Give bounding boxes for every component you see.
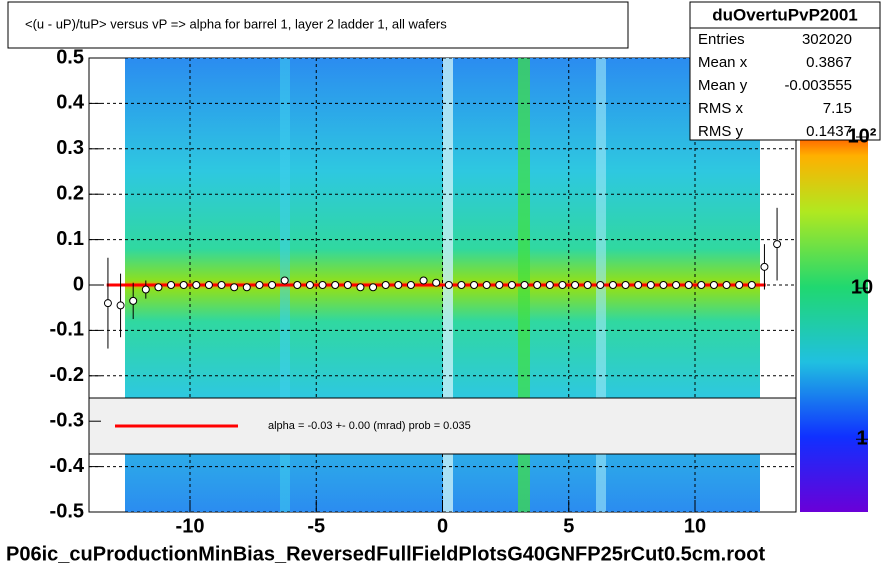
y-tick-label: 0.4: [56, 92, 85, 114]
profile-point: [495, 281, 504, 289]
profile-point: [571, 281, 580, 289]
stats-label: Entries: [698, 31, 745, 48]
profile-point: [280, 276, 289, 285]
title-box: [7, 1, 629, 49]
y-tick-label: -0.4: [50, 455, 85, 477]
profile-point: [116, 301, 125, 310]
stats-name: duOvertuPvP2001: [712, 5, 858, 24]
profile-point: [217, 281, 226, 289]
color-palette: [800, 137, 868, 512]
profile-point: [268, 281, 277, 289]
y-tick-label: -0.1: [50, 319, 84, 341]
y-tick-label: 0.2: [56, 182, 84, 204]
y-tick-label: 0.5: [56, 46, 84, 68]
profile-point: [735, 281, 744, 289]
z-tick-label: 1: [856, 428, 867, 450]
profile-point: [646, 281, 655, 289]
stats-label: RMS y: [698, 123, 744, 140]
profile-point: [520, 281, 529, 289]
profile-point: [545, 281, 554, 289]
profile-point: [747, 281, 756, 289]
profile-point: [533, 281, 542, 289]
profile-point: [672, 281, 681, 289]
x-tick-label: 5: [563, 515, 574, 537]
profile-point: [558, 281, 567, 289]
profile-point: [129, 296, 138, 305]
x-tick-label: 10: [684, 515, 706, 537]
profile-point: [318, 281, 327, 289]
stats-value: 302020: [802, 31, 852, 48]
stats-value: 0.1437: [806, 123, 852, 140]
profile-point: [154, 283, 163, 292]
profile-point: [773, 240, 782, 249]
profile-point: [179, 281, 188, 289]
z-tick-label: 10: [851, 276, 873, 298]
profile-point: [381, 281, 390, 289]
stats-label: Mean x: [698, 54, 748, 71]
y-tick-label: -0.3: [50, 409, 84, 431]
z-tick-label: 10²: [848, 125, 877, 147]
profile-point: [230, 283, 239, 292]
y-tick-label: 0: [73, 273, 84, 295]
stats-box: [689, 1, 881, 141]
stats-label: Mean y: [698, 77, 748, 94]
y-tick-label: 0.1: [56, 228, 84, 250]
profile-point: [167, 281, 176, 289]
stats-label: RMS x: [698, 100, 744, 117]
profile-point: [419, 276, 428, 285]
profile-point: [432, 278, 441, 287]
profile-point: [621, 281, 630, 289]
profile-point: [507, 281, 516, 289]
chart-title: <(u - uP)/tuP> versus vP => alpha for ba…: [25, 16, 447, 31]
profile-point: [204, 281, 213, 289]
y-tick-label: -0.5: [50, 500, 84, 522]
stats-value: 0.3867: [806, 54, 852, 71]
profile-point: [255, 281, 264, 289]
profile-point: [242, 283, 251, 292]
profile-point: [141, 285, 150, 294]
profile-point: [331, 281, 340, 289]
legend-label: alpha = -0.03 +- 0.00 (mrad) prob = 0.03…: [268, 420, 471, 432]
profile-point: [343, 281, 352, 289]
stats-value: 7.15: [823, 100, 852, 117]
profile-point: [394, 281, 403, 289]
profile-point: [103, 299, 112, 308]
x-tick-label: -5: [307, 515, 325, 537]
profile-point: [596, 281, 605, 289]
profile-point: [709, 281, 718, 289]
profile-point: [406, 281, 415, 289]
profile-point: [697, 281, 706, 289]
profile-point: [305, 281, 314, 289]
profile-point: [293, 281, 302, 289]
profile-point: [482, 281, 491, 289]
profile-point: [722, 281, 731, 289]
profile-point: [192, 281, 201, 289]
profile-point: [457, 281, 466, 289]
x-tick-label: 0: [437, 515, 448, 537]
x-tick-label: -10: [176, 515, 205, 537]
profile-point: [659, 281, 668, 289]
profile-point: [608, 281, 617, 289]
profile-point: [444, 281, 453, 289]
stats-value: -0.003555: [784, 77, 852, 94]
marks: [103, 207, 782, 349]
profile-point: [634, 281, 643, 289]
profile-point: [369, 283, 378, 292]
y-tick-label: 0.3: [56, 137, 84, 159]
profile-point: [356, 283, 365, 292]
stats-rows: Entries 302020 Mean x 0.3867 Mean y -0.003555…: [698, 31, 852, 140]
profile-point: [583, 281, 592, 289]
profile-point: [470, 281, 479, 289]
profile-point: [760, 262, 769, 271]
footer: P06ic_cuProductionMinBias_ReversedFullFi…: [6, 543, 765, 565]
y-tick-label: -0.2: [50, 364, 84, 386]
profile-point: [684, 281, 693, 289]
